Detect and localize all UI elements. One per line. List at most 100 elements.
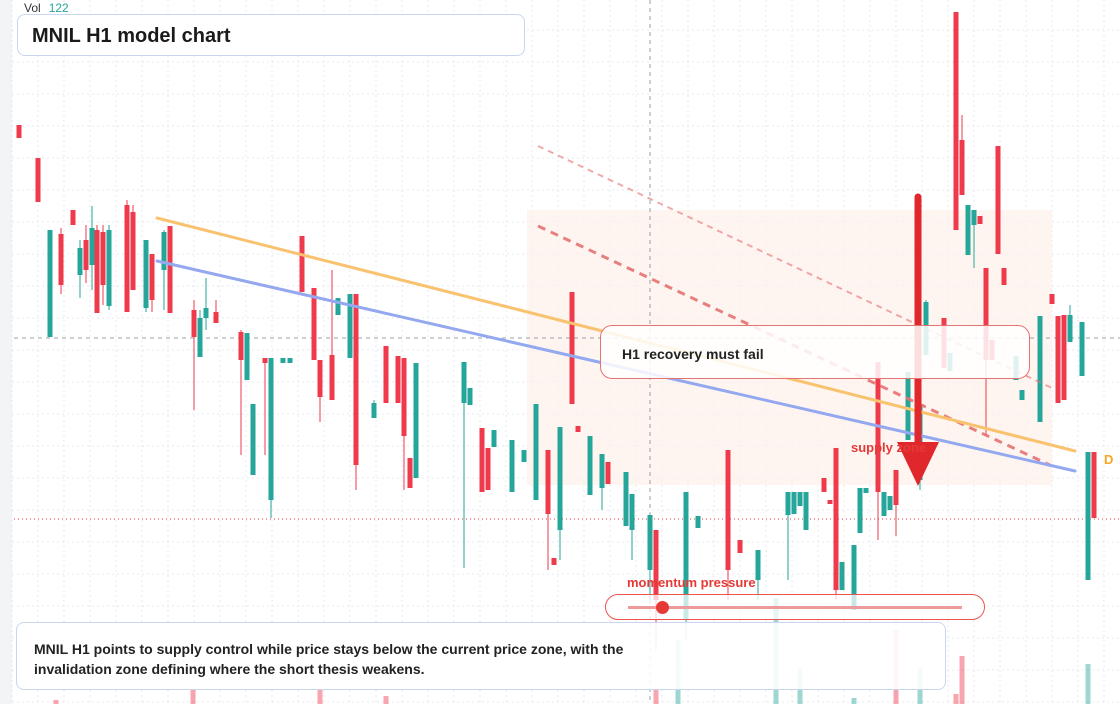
momentum-label: momentum pressure — [627, 575, 756, 590]
candle-body — [1085, 452, 1091, 580]
candle-body — [329, 355, 335, 400]
candle-body — [335, 298, 341, 315]
candle-body — [1019, 390, 1025, 400]
volume-value: 122 — [48, 1, 69, 15]
candle-body — [371, 403, 377, 418]
candle-body — [623, 472, 629, 526]
candle-body — [905, 372, 911, 440]
volume-bar — [53, 700, 59, 704]
candle-body — [353, 294, 359, 465]
candle-body — [1037, 316, 1043, 422]
momentum-track — [628, 606, 962, 609]
candle-body — [839, 562, 845, 590]
volume-bar — [383, 696, 389, 704]
candle-body — [851, 545, 857, 610]
candle-body — [569, 292, 575, 404]
candle-body — [161, 232, 167, 270]
price-axis-tag: D — [1104, 452, 1114, 467]
momentum-indicator — [655, 601, 669, 614]
candle-body — [238, 332, 244, 360]
candle-body — [244, 333, 250, 380]
volume-bar — [1085, 664, 1091, 704]
candle-body — [461, 362, 467, 403]
candle-body — [629, 494, 635, 530]
candle-body — [491, 430, 497, 447]
volume-bar — [317, 690, 323, 704]
candle-body — [203, 308, 209, 318]
candle-body — [545, 450, 551, 514]
candle-body — [977, 216, 983, 224]
left-margin — [0, 0, 12, 704]
volume-bar — [953, 694, 959, 704]
thesis-label: H1 recovery must fail — [622, 346, 764, 362]
analysis-note: MNIL H1 points to supply control while p… — [16, 622, 946, 690]
candle-body — [311, 288, 317, 360]
candle-body — [287, 358, 293, 363]
candle-body — [197, 318, 203, 357]
candle-body — [797, 492, 803, 506]
candle-body — [893, 470, 899, 505]
candle-body — [485, 448, 491, 490]
candle-body — [299, 236, 305, 292]
candle-body — [35, 158, 41, 202]
candle-body — [143, 240, 149, 308]
chart-title-card: MNIL H1 model chart — [17, 14, 525, 56]
candle-body — [1061, 315, 1067, 400]
candle-body — [124, 205, 130, 312]
volume-bar — [653, 690, 659, 704]
candle-body — [94, 230, 100, 313]
candle-body — [959, 140, 965, 195]
candle-body — [791, 492, 797, 514]
candle-body — [575, 426, 581, 432]
candle-body — [1091, 452, 1097, 518]
down-arrow-head — [897, 442, 939, 486]
candle-body — [995, 146, 1001, 254]
candle-body — [605, 462, 611, 484]
candle-body — [965, 205, 971, 255]
candle-body — [1049, 294, 1055, 304]
candle-body — [1079, 322, 1085, 376]
candle-body — [983, 268, 989, 360]
candle-body — [821, 478, 827, 492]
volume-label: Vol — [24, 1, 41, 15]
momentum-gauge — [605, 594, 985, 620]
candle-body — [167, 226, 173, 313]
candle-body — [89, 228, 95, 265]
candle-body — [1055, 316, 1061, 403]
candle-body — [262, 358, 268, 363]
volume-readout: Vol 122 — [24, 1, 69, 15]
candle-body — [413, 363, 419, 478]
volume-bar — [190, 690, 196, 704]
candle-body — [557, 427, 563, 530]
candle-body — [100, 232, 106, 285]
candle-body — [551, 558, 557, 565]
candle-body — [479, 428, 485, 492]
candle-body — [827, 500, 833, 504]
candle-body — [1001, 268, 1007, 285]
candle-body — [881, 492, 887, 516]
candle-body — [587, 436, 593, 495]
candle-body — [653, 530, 659, 600]
chart-title: MNIL H1 model chart — [32, 25, 231, 47]
candle-body — [737, 540, 743, 553]
candle-body — [47, 230, 53, 337]
candle-body — [401, 358, 407, 436]
candle-body — [785, 492, 791, 515]
candle-body — [268, 358, 274, 500]
candle-body — [77, 248, 83, 275]
candle-body — [509, 440, 515, 492]
candle-body — [383, 346, 389, 403]
candle-body — [857, 488, 863, 533]
candle-body — [407, 458, 413, 488]
candle-body — [317, 360, 323, 397]
candle-body — [971, 210, 977, 225]
candle-body — [533, 404, 539, 500]
thesis-callout: H1 recovery must fail — [600, 325, 1030, 379]
candle-body — [599, 454, 605, 488]
candle-body — [683, 492, 689, 620]
candle-body — [213, 312, 219, 323]
candle-body — [70, 210, 76, 225]
candle-body — [250, 404, 256, 475]
candle-body — [191, 310, 197, 337]
candle-body — [755, 550, 761, 580]
